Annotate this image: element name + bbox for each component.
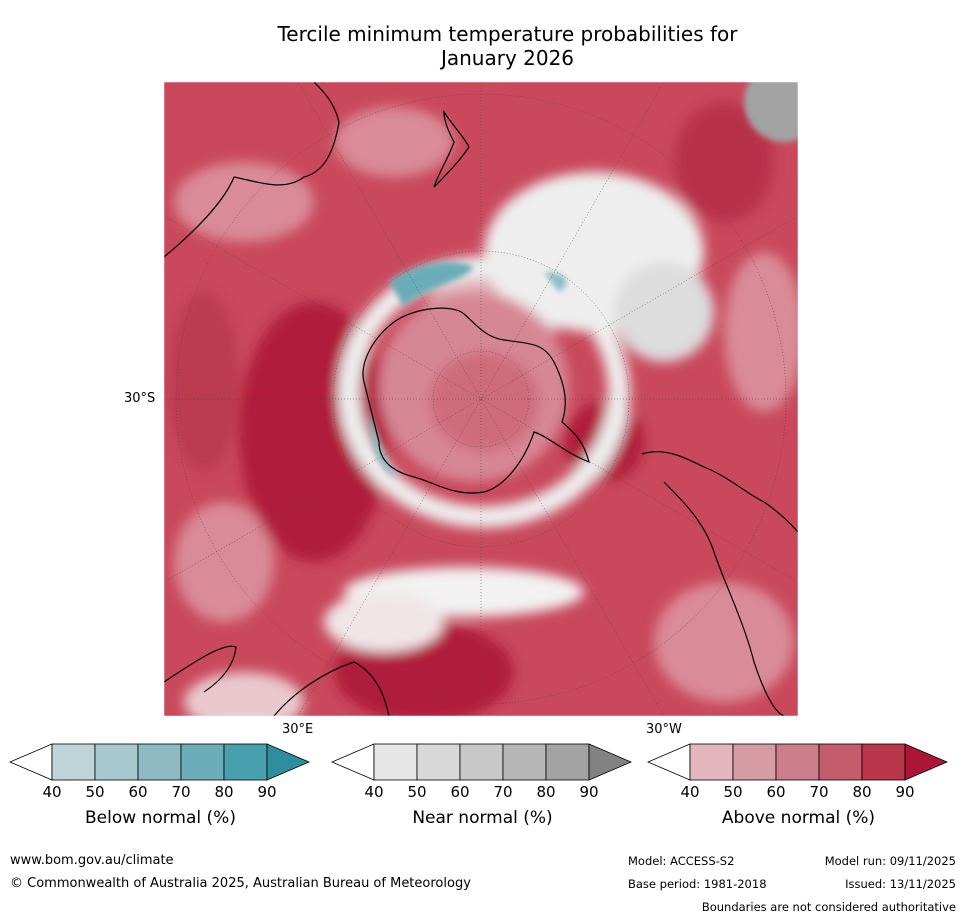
below-tick-label: 40 — [42, 783, 62, 801]
africa-coastline — [164, 645, 390, 716]
new-zealand-coastline — [433, 110, 470, 188]
near-segment — [373, 743, 418, 781]
above-segment — [775, 743, 820, 781]
below-tick-label: 70 — [171, 783, 191, 801]
near-tick-label: 90 — [579, 783, 599, 801]
disclaimer: Boundaries are not considered authoritat… — [701, 900, 956, 914]
above-tick-label: 90 — [895, 783, 915, 801]
website-link[interactable]: www.bom.gov.au/climate — [10, 853, 174, 868]
below-segment — [94, 743, 139, 781]
colorbar-near-normal — [330, 743, 633, 781]
lat-label-30s: 30°S — [124, 391, 156, 406]
above-segment — [689, 743, 734, 781]
copyright: © Commonwealth of Australia 2025, Austra… — [10, 876, 471, 891]
below-tick-label: 90 — [257, 783, 277, 801]
above-extend-high — [904, 743, 949, 781]
above-tick-label: 60 — [766, 783, 786, 801]
above-tick-label: 80 — [852, 783, 872, 801]
model-run: Model run: 09/11/2025 — [824, 854, 956, 868]
above-tick-label: 70 — [809, 783, 829, 801]
below-tick-label: 60 — [128, 783, 148, 801]
near-tick-label: 80 — [536, 783, 556, 801]
polar-map — [164, 82, 798, 716]
title-line-2: January 2026 — [440, 46, 575, 70]
near-extend-low — [330, 743, 375, 781]
colorbar-label-below: Below normal (%) — [85, 808, 236, 828]
above-tick-label: 40 — [680, 783, 700, 801]
below-segment — [223, 743, 268, 781]
colorbar-below-normal — [8, 743, 311, 781]
above-extend-low — [646, 743, 691, 781]
title-line-1: Tercile minimum temperature probabilitie… — [277, 22, 738, 46]
below-extend-high — [266, 743, 311, 781]
below-segment — [51, 743, 96, 781]
below-tick-label: 50 — [85, 783, 105, 801]
australia-coastline — [164, 82, 340, 258]
near-tick-label: 40 — [364, 783, 384, 801]
colorbar-label-near: Near normal (%) — [412, 808, 553, 828]
near-segment — [459, 743, 504, 781]
south-america-coastline — [641, 451, 798, 716]
near-tick-label: 60 — [450, 783, 470, 801]
above-tick-label: 50 — [723, 783, 743, 801]
below-extend-low — [8, 743, 53, 781]
near-segment — [545, 743, 590, 781]
near-extend-high — [588, 743, 633, 781]
near-segment — [416, 743, 461, 781]
model-name: Model: ACCESS-S2 — [628, 854, 735, 868]
below-tick-label: 80 — [214, 783, 234, 801]
above-segment — [818, 743, 863, 781]
lon-label-30w: 30°W — [646, 722, 682, 737]
issued-date: Issued: 13/11/2025 — [845, 877, 956, 891]
below-segment — [180, 743, 225, 781]
near-segment — [502, 743, 547, 781]
antarctica-coastline — [362, 307, 590, 494]
above-segment — [732, 743, 777, 781]
colorbar-label-above: Above normal (%) — [721, 808, 876, 828]
colorbar-above-normal — [646, 743, 949, 781]
lon-label-30e: 30°E — [282, 722, 314, 737]
graticule — [164, 82, 798, 716]
near-tick-label: 70 — [493, 783, 513, 801]
base-period: Base period: 1981-2018 — [628, 877, 767, 891]
map-title: Tercile minimum temperature probabilitie… — [160, 22, 855, 70]
below-segment — [137, 743, 182, 781]
above-segment — [861, 743, 906, 781]
near-tick-label: 50 — [407, 783, 427, 801]
